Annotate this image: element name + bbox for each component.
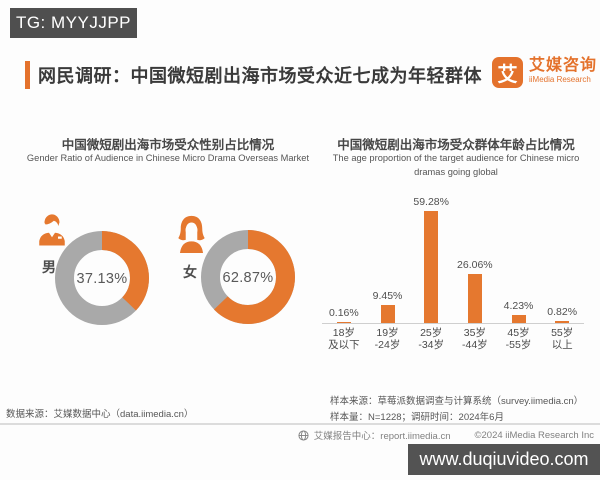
male-percentage: 37.13%	[76, 271, 128, 287]
data-source-note: 数据来源：艾媒数据中心（data.iimedia.cn）	[6, 409, 194, 420]
male-user-icon	[39, 214, 65, 246]
age-chart-subtitle-line1: The age proportion of the target audienc…	[332, 153, 580, 163]
bar-column: 0.82%	[540, 192, 584, 323]
bar-value-label: 4.23%	[503, 300, 534, 312]
sample-source-note: 样本来源：草莓派数据调查与计算系统（survey.iimedia.cn）	[330, 396, 584, 407]
bar-value-label: 26.06%	[457, 259, 493, 271]
bar-column: 0.16%	[322, 192, 366, 323]
age-axis-ticks: 18岁 及以下 19岁 -24岁 25岁 -34岁 35岁 -44岁 45岁 -55岁 55岁 以上	[322, 327, 584, 351]
copyright-text: ©2024 iiMedia Research Inc	[474, 429, 594, 441]
footer-divider	[0, 423, 600, 425]
bar	[336, 322, 351, 323]
bar-column: 9.45%	[366, 192, 410, 323]
globe-icon	[298, 429, 309, 441]
site-watermark-bar: www.duqiuvideo.com	[408, 444, 600, 475]
imedia-brand-text: 艾媒咨询 iiMedia Research	[529, 57, 597, 88]
x-axis-tick: 25岁 -34岁	[418, 327, 445, 351]
x-axis-tick: 55岁 以上	[551, 327, 574, 351]
female-donut-chart	[201, 230, 295, 324]
footer-credits: 艾媒报告中心：report.iimedia.cn ©2024 iiMedia R…	[298, 428, 594, 442]
bar	[467, 274, 482, 323]
brand-name-cn: 艾媒咨询	[529, 57, 598, 74]
x-axis-tick: 19岁 -24岁	[374, 327, 401, 351]
bar-value-label: 0.82%	[547, 306, 578, 318]
report-center-link: 艾媒报告中心：report.iimedia.cn	[313, 431, 451, 442]
bar	[511, 315, 526, 323]
bar	[380, 305, 395, 323]
male-donut-chart	[55, 231, 149, 325]
bar-value-label: 0.16%	[328, 307, 359, 319]
page-title: 网民调研：中国微短剧出海市场受众近七成为年轻群体	[38, 66, 482, 86]
age-chart-subtitle-line2: dramas going global	[414, 167, 498, 177]
bar-column: 26.06%	[453, 192, 497, 323]
bar-column: 59.28%	[409, 192, 453, 323]
female-percentage: 62.87%	[222, 270, 274, 286]
imedia-brand: 艾 艾媒咨询 iiMedia Research	[492, 57, 597, 88]
bar	[424, 211, 439, 323]
female-label: 女	[183, 264, 197, 280]
sample-size-note: 样本量：N=1228；调研时间：2024年6月	[330, 412, 504, 423]
gender-chart-subtitle: Gender Ratio of Audience in Chinese Micr…	[26, 153, 310, 163]
title-accent-bar	[25, 61, 30, 89]
x-axis-tick: 35岁 -44岁	[462, 327, 488, 351]
male-label: 男	[42, 259, 56, 275]
bar-value-label: 59.28%	[413, 196, 449, 208]
female-user-icon	[178, 215, 205, 253]
x-axis-tick: 18岁 及以下	[328, 327, 360, 351]
brand-name-en: iiMedia Research	[529, 75, 591, 84]
age-bar-columns: 0.16% 9.45% 59.28% 26.06% 4.23% 0.82%	[322, 192, 584, 324]
imedia-logo-icon: 艾	[492, 57, 523, 88]
gender-chart-title: 中国微短剧出海市场受众性别占比情况	[61, 138, 275, 152]
age-chart-subtitle: The age proportion of the target audienc…	[325, 151, 587, 179]
x-axis-tick: 45岁 -55岁	[505, 327, 532, 351]
age-chart-title: 中国微短剧出海市场受众群体年龄占比情况	[337, 138, 575, 152]
telegram-watermark-badge: TG: MYYJJPP	[10, 8, 137, 38]
bar	[555, 321, 570, 323]
bar-column: 4.23%	[497, 192, 541, 323]
bar-value-label: 9.45%	[372, 290, 403, 302]
